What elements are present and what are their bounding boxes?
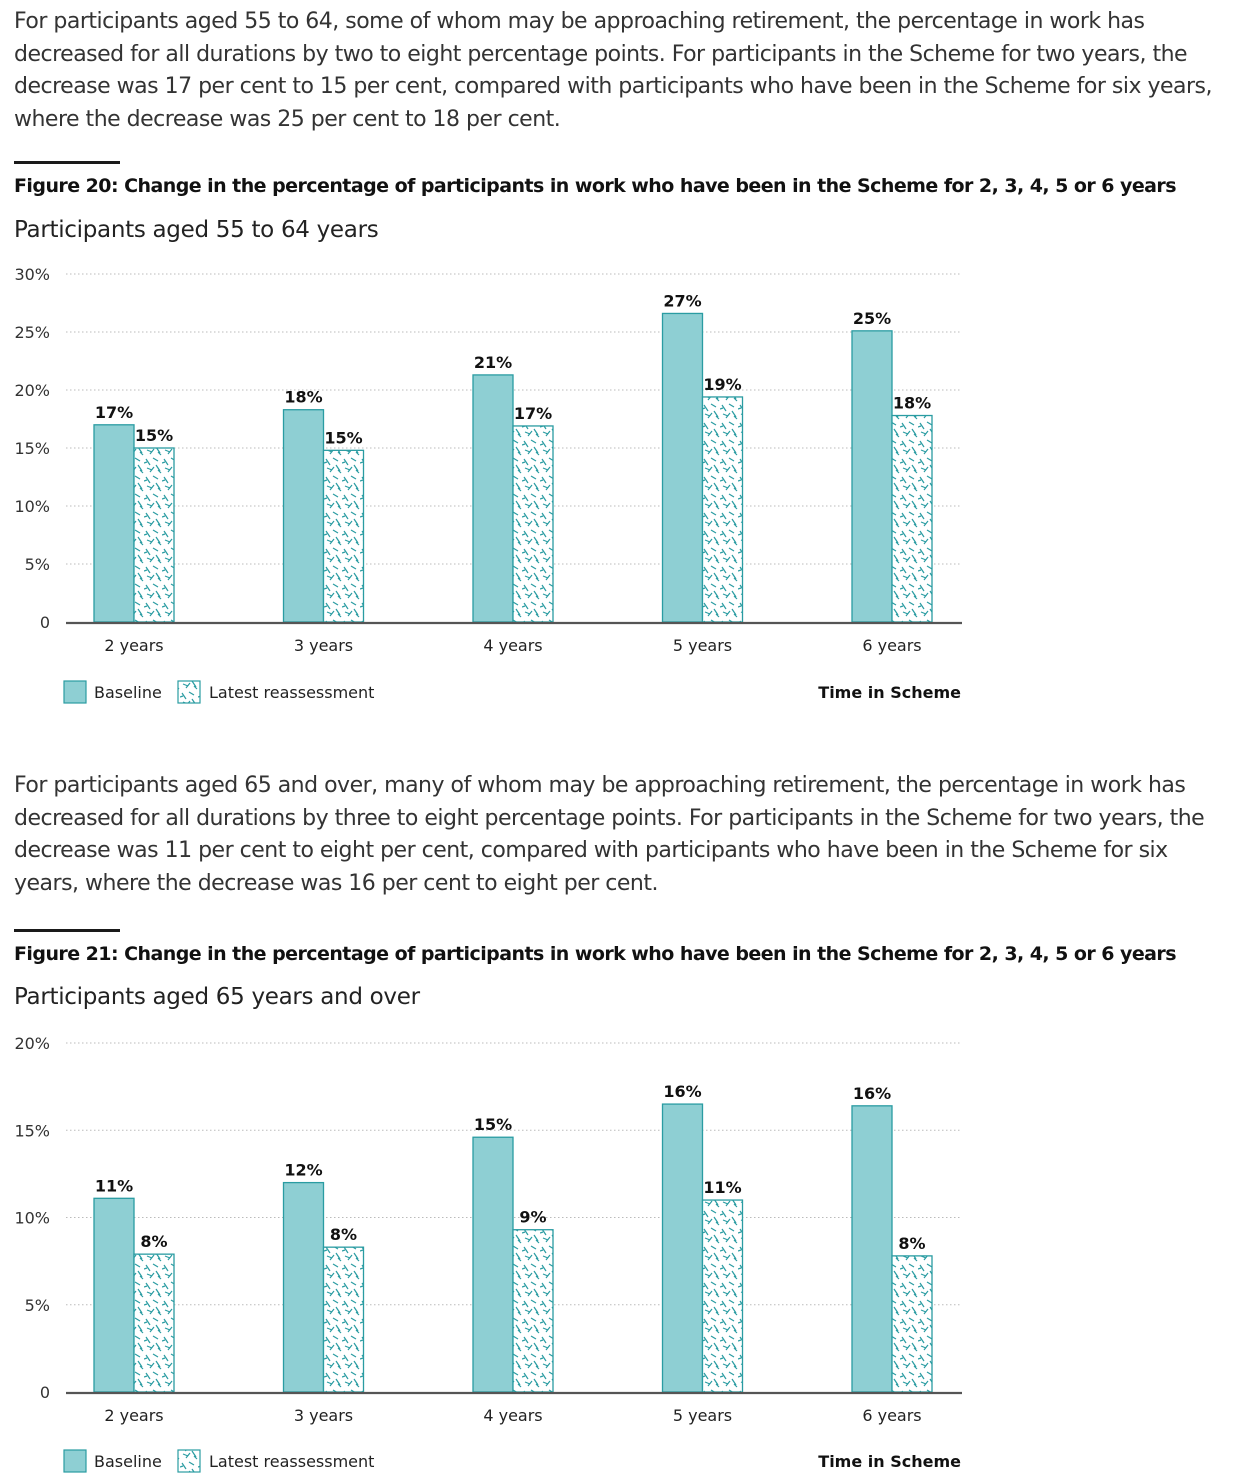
legend-swatch-baseline [63, 680, 87, 704]
data-label: 18% [284, 388, 322, 407]
x-category-label: 6 years [862, 636, 921, 655]
y-tick-label: 10% [14, 1209, 50, 1228]
bar-latest-reassessment [322, 449, 365, 623]
data-label: 11% [703, 1178, 741, 1197]
y-tick-label: 0 [40, 613, 50, 632]
bar-latest-reassessment [133, 1253, 175, 1393]
bar-baseline [851, 330, 893, 623]
legend-label-baseline: Baseline [94, 683, 162, 702]
legend-swatch-latest-reassessment [177, 1449, 201, 1473]
bar-baseline [93, 1197, 135, 1393]
bar-baseline [472, 1136, 514, 1393]
data-label: 8% [140, 1232, 167, 1251]
x-category-label: 2 years [104, 1406, 163, 1425]
bar-baseline [93, 424, 135, 623]
figure-21-title: Figure 21: Change in the percentage of p… [14, 943, 1177, 965]
figure-20-rule [14, 161, 120, 164]
data-label: 17% [514, 404, 552, 423]
intro-paragraph-55-64: For participants aged 55 to 64, some of … [14, 9, 1213, 132]
x-category-label: 4 years [483, 636, 542, 655]
figure-20-subtitle: Participants aged 55 to 64 years [14, 217, 379, 243]
data-label: 18% [893, 394, 931, 413]
figure-21-chart: 0 5% 10% 15% 20% 11% 8% 2 years 12% 8% 3 years 15% 9… [14, 1034, 962, 1473]
y-tick-label: 5% [25, 1296, 50, 1315]
data-label: 25% [853, 309, 891, 328]
data-label: 16% [853, 1084, 891, 1103]
data-label: 11% [95, 1176, 133, 1195]
bar-latest-reassessment [133, 447, 175, 623]
bar-latest-reassessment [701, 396, 744, 623]
x-category-label: 2 years [104, 636, 163, 655]
data-label: 16% [663, 1082, 701, 1101]
y-tick-label: 0 [40, 1383, 50, 1402]
data-label: 15% [324, 428, 362, 447]
bar-latest-reassessment [891, 414, 933, 623]
y-tick-label: 30% [14, 265, 50, 284]
x-category-label: 4 years [483, 1406, 542, 1425]
x-category-label: 5 years [673, 636, 732, 655]
bar-baseline [851, 1105, 893, 1393]
data-label: 8% [330, 1225, 357, 1244]
x-axis-title: Time in Scheme [818, 1452, 961, 1471]
y-tick-label: 25% [14, 323, 50, 342]
y-tick-label: 20% [14, 1034, 50, 1053]
figure-21-rule [14, 929, 120, 932]
x-category-label: 3 years [294, 1406, 353, 1425]
legend-swatch-latest-reassessment [177, 680, 201, 704]
x-axis-title: Time in Scheme [818, 683, 961, 702]
bar-latest-reassessment [701, 1199, 744, 1393]
data-label: 21% [474, 353, 512, 372]
legend-label-latest-reassessment: Latest reassessment [209, 1452, 374, 1471]
data-label: 15% [135, 426, 173, 445]
y-tick-label: 15% [14, 439, 50, 458]
data-label: 19% [703, 375, 741, 394]
y-tick-label: 5% [25, 555, 50, 574]
figure-21-subtitle: Participants aged 65 years and over [14, 984, 420, 1010]
data-label: 9% [519, 1208, 546, 1227]
data-label: 15% [474, 1115, 512, 1134]
bar-baseline [661, 1103, 704, 1393]
bar-baseline [282, 1181, 325, 1393]
data-label: 12% [284, 1161, 322, 1180]
x-category-label: 6 years [862, 1406, 921, 1425]
figure-20-title: Figure 20: Change in the percentage of p… [14, 175, 1177, 197]
intro-paragraph-65-over: For participants aged 65 and over, many … [14, 773, 1205, 896]
data-label: 8% [898, 1234, 925, 1253]
bar-baseline [661, 312, 704, 623]
legend-label-baseline: Baseline [94, 1452, 162, 1471]
x-category-label: 3 years [294, 636, 353, 655]
data-label: 17% [95, 403, 133, 422]
bar-latest-reassessment [512, 1229, 554, 1393]
y-tick-label: 10% [14, 497, 50, 516]
bar-baseline [472, 374, 514, 623]
bar-baseline [282, 409, 325, 623]
y-tick-label: 15% [14, 1121, 50, 1140]
legend-label-latest-reassessment: Latest reassessment [209, 683, 374, 702]
legend-swatch-baseline [63, 1449, 87, 1473]
data-label: 27% [663, 291, 701, 310]
y-tick-label: 20% [14, 381, 50, 400]
bar-latest-reassessment [322, 1246, 365, 1393]
bar-latest-reassessment [512, 425, 554, 623]
x-category-label: 5 years [673, 1406, 732, 1425]
bar-latest-reassessment [891, 1255, 933, 1393]
